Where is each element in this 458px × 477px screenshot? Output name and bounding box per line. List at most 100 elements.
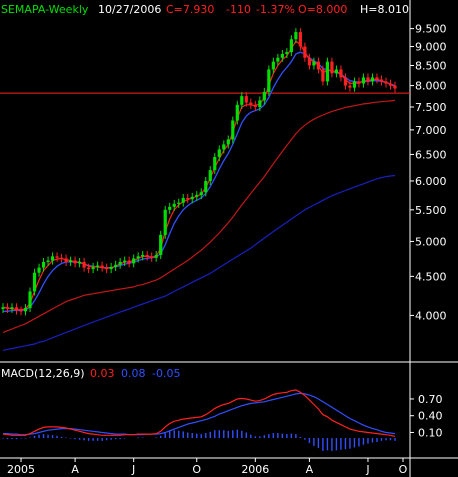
x-tick-label: A bbox=[306, 463, 314, 476]
x-tick-label: O bbox=[399, 463, 408, 476]
x-tick-label: J bbox=[365, 463, 369, 476]
price-y-tick-label: 6.500 bbox=[415, 148, 447, 161]
candle-body bbox=[82, 261, 86, 268]
macd-value: 0.03 bbox=[90, 367, 115, 380]
candle-body bbox=[352, 81, 357, 88]
candle-body bbox=[258, 100, 262, 107]
candle-body bbox=[294, 32, 298, 40]
candle-body bbox=[231, 120, 235, 140]
candle-body bbox=[177, 202, 181, 204]
candle-body bbox=[46, 260, 50, 262]
candle-body bbox=[127, 260, 131, 264]
price-y-tick-label: 5.500 bbox=[415, 204, 447, 217]
candle-body bbox=[5, 307, 10, 309]
candle-body bbox=[325, 61, 330, 82]
candle-body bbox=[132, 258, 136, 264]
candle-body bbox=[141, 254, 145, 257]
candle-body bbox=[366, 77, 370, 82]
x-tick-label: 2005 bbox=[7, 463, 35, 476]
candle-body bbox=[195, 195, 199, 197]
moving-averages bbox=[2, 40, 396, 351]
x-tick-label: O bbox=[192, 463, 201, 476]
candle-body bbox=[348, 85, 352, 88]
candle-body bbox=[249, 102, 253, 105]
candle-body bbox=[159, 234, 163, 255]
candle-body bbox=[222, 144, 226, 150]
ma-long-blue-line bbox=[2, 174, 396, 351]
candle-body bbox=[289, 39, 293, 53]
candle-body bbox=[316, 61, 321, 70]
candle-body bbox=[55, 256, 59, 258]
candle-body bbox=[190, 196, 194, 200]
candle-body bbox=[330, 61, 334, 74]
candle-body bbox=[208, 170, 212, 181]
candle-body bbox=[23, 308, 28, 312]
candle-body bbox=[50, 256, 55, 261]
candle-body bbox=[68, 260, 73, 262]
candle-body bbox=[181, 197, 185, 203]
candle-body bbox=[87, 267, 91, 270]
candles bbox=[1, 28, 397, 316]
price-y-tick-label: 5.000 bbox=[415, 235, 447, 248]
macd-y-tick-label: 0.70 bbox=[418, 393, 443, 406]
candle-body bbox=[357, 81, 361, 84]
candle-body bbox=[150, 256, 154, 258]
candle-body bbox=[41, 261, 46, 268]
candle-body bbox=[384, 81, 388, 84]
candle-body bbox=[307, 57, 311, 66]
price-y-tick-label: 8.500 bbox=[415, 59, 447, 72]
candle-body bbox=[28, 291, 32, 309]
candle-body bbox=[267, 69, 271, 92]
price-y-tick-label: 9.500 bbox=[415, 23, 447, 36]
header-change: -110 bbox=[226, 3, 251, 16]
candle-body bbox=[73, 260, 77, 264]
candle-body bbox=[253, 104, 257, 107]
candle-body bbox=[105, 267, 109, 270]
candle-body bbox=[370, 77, 375, 82]
candle-body bbox=[109, 266, 113, 270]
price-y-tick-label: 4.000 bbox=[415, 309, 447, 322]
ma-short-line bbox=[2, 40, 396, 311]
header-open: O=8.000 bbox=[298, 3, 347, 16]
candle-body bbox=[163, 209, 167, 235]
candle-body bbox=[186, 197, 190, 200]
candle-body bbox=[91, 266, 95, 270]
macd-hist-value: -0.05 bbox=[152, 367, 180, 380]
candle-body bbox=[213, 157, 217, 171]
candle-body bbox=[10, 307, 14, 309]
candle-body bbox=[298, 32, 302, 47]
ma-long-red-line bbox=[2, 99, 396, 333]
candle-body bbox=[64, 258, 68, 262]
candle-body bbox=[59, 257, 64, 259]
candle-body bbox=[393, 85, 397, 89]
candle-body bbox=[199, 192, 203, 196]
macd-y-tick-label: 0.40 bbox=[418, 410, 443, 423]
candle-body bbox=[14, 307, 19, 311]
candle-body bbox=[168, 206, 172, 210]
candle-body bbox=[19, 310, 23, 312]
candle-body bbox=[96, 265, 100, 267]
chart-title: SEMAPA-Weekly bbox=[1, 3, 89, 16]
candle-body bbox=[136, 256, 140, 259]
candle-body bbox=[375, 77, 379, 80]
candle-body bbox=[118, 261, 122, 265]
candle-body bbox=[37, 267, 41, 273]
macd-line bbox=[2, 389, 396, 437]
candle-body bbox=[334, 69, 339, 74]
candle-body bbox=[280, 53, 284, 58]
macd-signal-value: 0.08 bbox=[121, 367, 146, 380]
header-high: H=8.010 bbox=[360, 3, 409, 16]
candle-body bbox=[154, 254, 158, 258]
candle-body bbox=[123, 260, 127, 262]
macd-panel bbox=[2, 389, 396, 451]
candle-body bbox=[262, 91, 266, 101]
header-date: 10/27/2006 bbox=[98, 3, 161, 16]
candle-body bbox=[388, 83, 393, 86]
candle-body bbox=[172, 203, 176, 207]
price-y-tick-label: 8.000 bbox=[415, 80, 447, 93]
candle-body bbox=[244, 96, 248, 103]
x-tick-label: A bbox=[71, 463, 79, 476]
candle-body bbox=[303, 46, 307, 58]
